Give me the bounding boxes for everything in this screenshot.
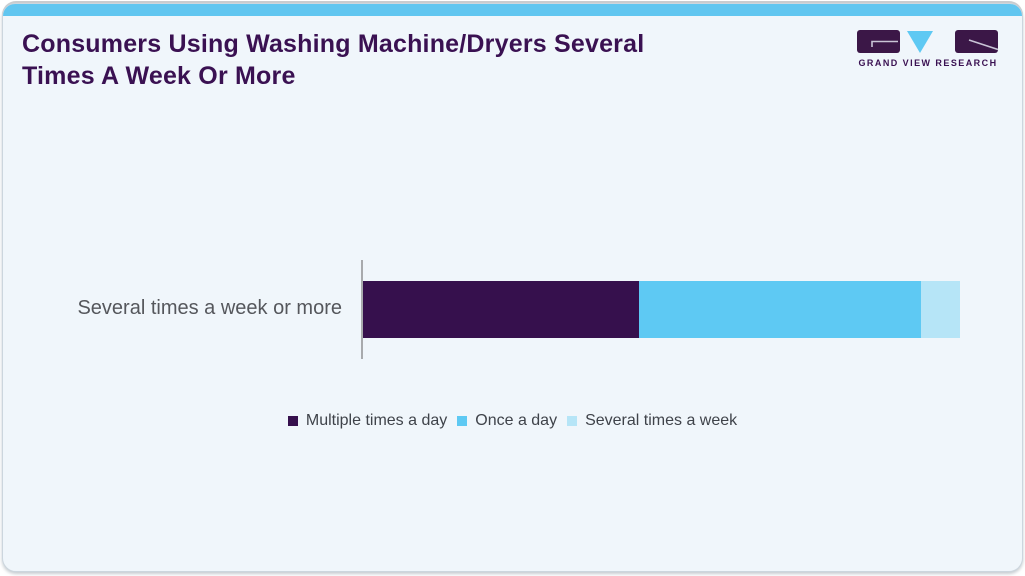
category-label: Several times a week or more bbox=[77, 297, 342, 319]
chart-legend: Multiple times a day Once a day Several … bbox=[3, 408, 1022, 434]
logo-text: GRAND VIEW RESEARCH bbox=[858, 58, 998, 68]
legend-swatch bbox=[287, 416, 298, 426]
chart-title: Consumers Using Washing Machine/Dryers S… bbox=[22, 30, 645, 90]
logo-mark-icon bbox=[857, 30, 999, 53]
y-axis-line bbox=[361, 260, 363, 359]
legend-item-multiple-times-a-day: Multiple times a day bbox=[287, 412, 448, 430]
legend-label: Multiple times a day bbox=[305, 412, 448, 429]
card-accent-bar bbox=[3, 4, 1022, 16]
legend-label: Once a day bbox=[475, 412, 558, 429]
legend-item-once-a-day: Once a day bbox=[457, 412, 557, 430]
legend-item-several-times-a-week: Several times a week bbox=[567, 412, 737, 430]
chart-card: Consumers Using Washing Machine/Dryers S… bbox=[2, 3, 1023, 572]
grand-view-research-logo: GRAND VIEW RESEARCH bbox=[856, 30, 1000, 68]
bar-segment-once-a-day bbox=[638, 281, 922, 338]
bar-segment-several-times-a-week bbox=[921, 281, 960, 338]
legend-swatch bbox=[457, 416, 468, 426]
legend-swatch bbox=[567, 416, 578, 426]
stacked-bar bbox=[363, 281, 960, 338]
bar-segment-multiple-times-a-day bbox=[363, 281, 639, 338]
legend-label: Several times a week bbox=[585, 412, 738, 429]
